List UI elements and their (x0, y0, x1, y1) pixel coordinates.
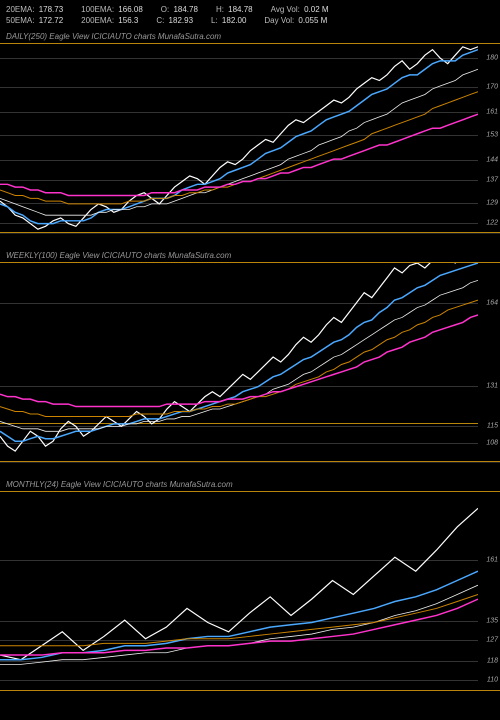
stat-item: C: 182.93 (156, 15, 193, 26)
series-ema200 (0, 599, 478, 655)
stat-item: 200EMA: 156.3 (81, 15, 138, 26)
y-axis-label: 115 (487, 422, 498, 429)
stat-label: 200EMA: (81, 16, 114, 25)
stat-item: Day Vol: 0.055 M (264, 15, 327, 26)
y-axis-label: 180 (486, 55, 498, 62)
stat-item: L: 182.00 (211, 15, 246, 26)
series-ema50 (0, 280, 478, 431)
stat-row-2: 50EMA: 172.72 200EMA: 156.3 C: 182.93 L: 18… (6, 15, 494, 26)
stat-label: O: (161, 5, 169, 14)
y-axis-label: 131 (486, 382, 498, 389)
stat-value: 156.3 (116, 16, 138, 25)
y-axis-label: 122 (486, 219, 498, 226)
stat-value: 0.02 M (302, 5, 329, 14)
series-ema100 (0, 594, 478, 645)
stat-value: 182.00 (220, 16, 247, 25)
y-axis-label: 161 (486, 109, 498, 116)
stat-item: 50EMA: 172.72 (6, 15, 63, 26)
y-axis-label: 137 (486, 177, 498, 184)
y-axis-label: 161 (486, 557, 498, 564)
stat-label: 20EMA: (6, 5, 34, 14)
stat-value: 166.08 (116, 5, 143, 14)
chart-lines (0, 492, 478, 690)
y-axis-label: 135 (486, 618, 498, 625)
series-ema50 (0, 69, 478, 215)
y-axis-label: 118 (487, 658, 498, 665)
stat-label: H: (216, 5, 224, 14)
stat-value: 178.73 (36, 5, 63, 14)
chart-lines (0, 44, 478, 232)
panel-title: DAILY(250) Eagle View ICICIAUTO charts M… (0, 28, 500, 43)
stat-value: 184.78 (226, 5, 253, 14)
stat-label: 100EMA: (81, 5, 114, 14)
y-axis-label: 127 (486, 637, 498, 644)
chart-panel: DAILY(250) Eagle View ICICIAUTO charts M… (0, 28, 500, 233)
stat-value: 184.78 (171, 5, 198, 14)
stat-value: 182.93 (166, 16, 193, 25)
chart-lines (0, 263, 478, 461)
header-stats: 20EMA: 178.73100EMA: 166.08O: 184.78H: 1… (0, 0, 500, 28)
series-ema20 (0, 50, 478, 224)
panel-title: WEEKLY(100) Eagle View ICICIAUTO charts … (0, 247, 500, 262)
y-axis-label: 110 (487, 677, 498, 684)
y-axis-label: 153 (486, 131, 498, 138)
series-ema200 (0, 114, 478, 195)
stat-label: 50EMA: (6, 16, 34, 25)
stat-item: H: 184.78 (216, 4, 253, 15)
stat-row-1: 20EMA: 178.73100EMA: 166.08O: 184.78H: 1… (6, 4, 494, 15)
panels-container: DAILY(250) Eagle View ICICIAUTO charts M… (0, 28, 500, 691)
chart-area: 161 135 127 118 110 (0, 491, 500, 691)
stat-item: Avg Vol: 0.02 M (271, 4, 329, 15)
y-axis-label: 164 (486, 300, 498, 307)
y-axis-label: 108 (486, 440, 498, 447)
chart-area: 164 131 115 108 (0, 262, 500, 462)
stat-label: Avg Vol: (271, 5, 300, 14)
chart-panel: MONTHLY(24) Eagle View ICICIAUTO charts … (0, 476, 500, 691)
stat-value: 0.055 M (296, 16, 327, 25)
y-axis-label: 170 (486, 83, 498, 90)
chart-area: 180 170 161 153 144 137 129 122 (0, 43, 500, 233)
y-axis-label: 144 (486, 157, 498, 164)
series-ema200 (0, 315, 478, 407)
stat-label: Day Vol: (264, 16, 294, 25)
panel-spacer (0, 462, 500, 476)
stat-label: C: (156, 16, 164, 25)
stat-value: 172.72 (36, 16, 63, 25)
series-price (0, 263, 478, 451)
panel-title: MONTHLY(24) Eagle View ICICIAUTO charts … (0, 476, 500, 491)
chart-panel: WEEKLY(100) Eagle View ICICIAUTO charts … (0, 247, 500, 462)
panel-spacer (0, 233, 500, 247)
stat-item: O: 184.78 (161, 4, 198, 15)
series-ema100 (0, 92, 478, 204)
series-ema20 (0, 263, 478, 441)
stat-label: L: (211, 16, 218, 25)
stat-item: 100EMA: 166.08 (81, 4, 143, 15)
stat-item: 20EMA: 178.73 (6, 4, 63, 15)
series-price (0, 508, 478, 659)
y-axis-label: 129 (486, 199, 498, 206)
